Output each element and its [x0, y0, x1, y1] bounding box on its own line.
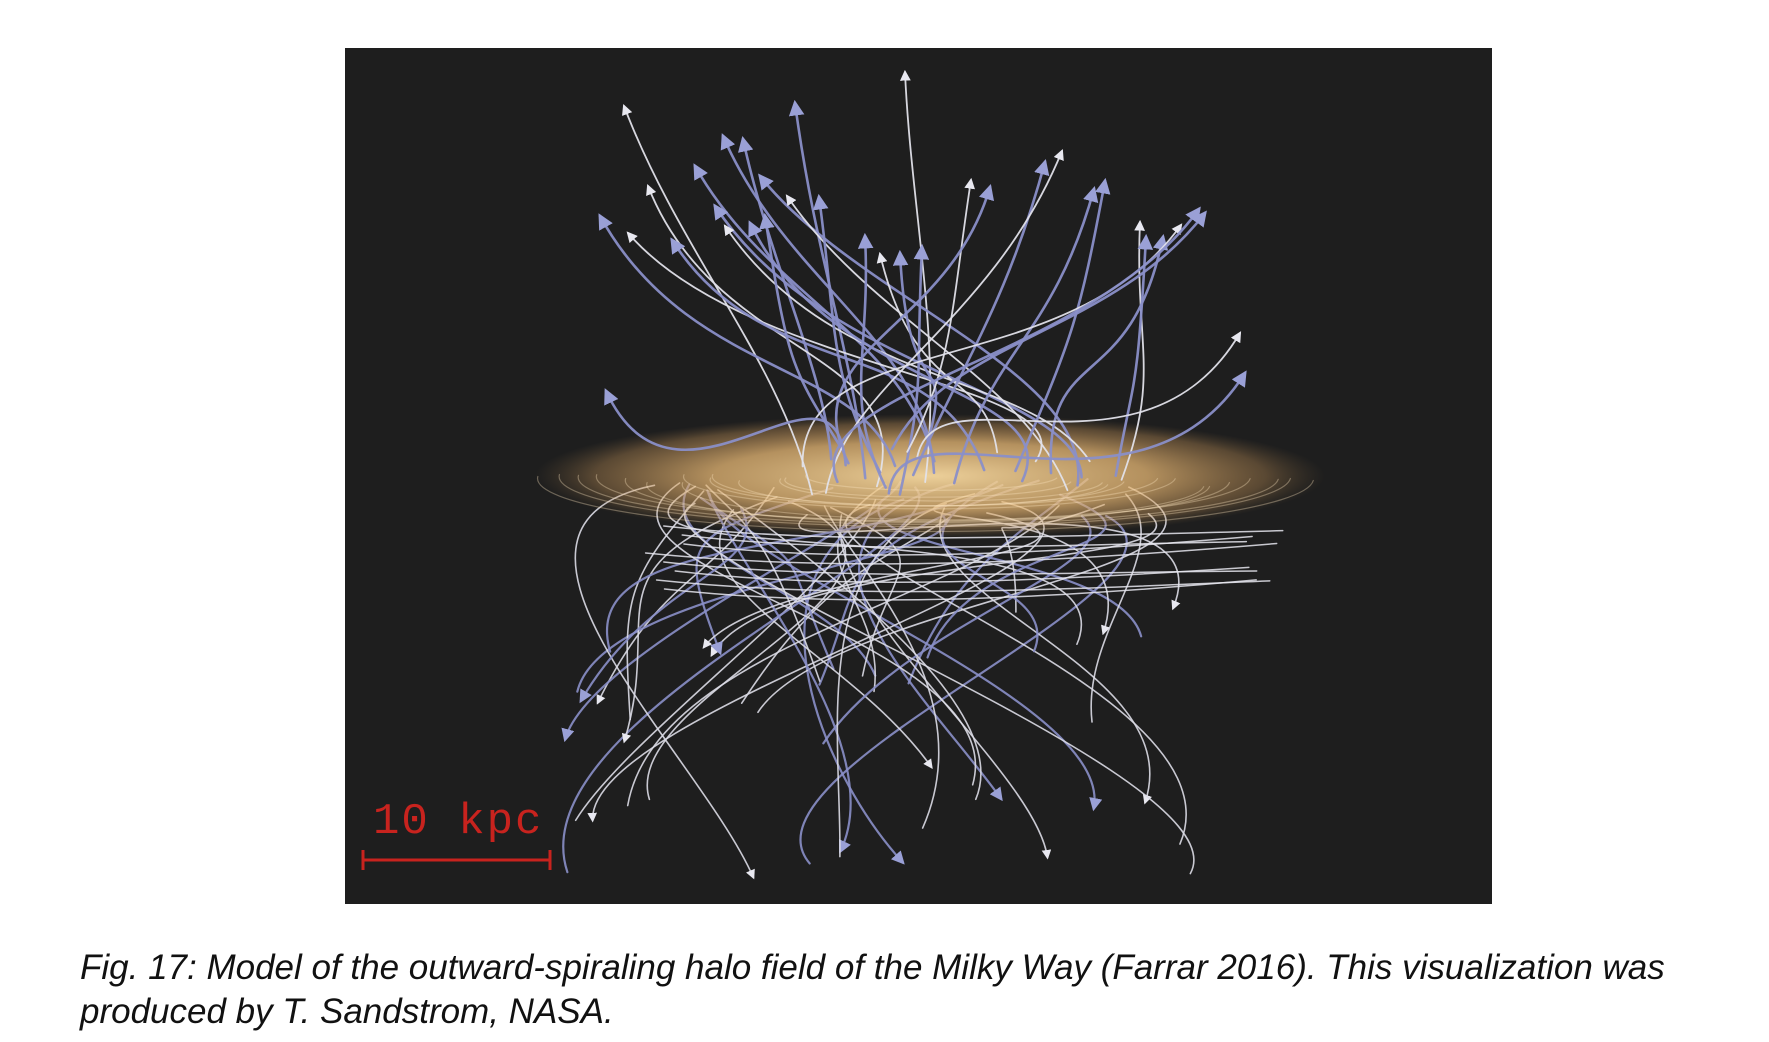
- field-line: [834, 184, 994, 465]
- field-line: [683, 535, 1253, 556]
- field-line: [595, 474, 1251, 522]
- field-line: [738, 480, 1109, 507]
- field-line: [898, 243, 930, 496]
- field-line: [626, 504, 1060, 807]
- field-line: [644, 542, 1278, 565]
- field-line: [1049, 233, 1169, 475]
- halo-field-visualization: 10 kpc: [345, 48, 1492, 904]
- caption-line-2: produced by T. Sandstrom, NASA.: [80, 992, 614, 1031]
- field-line: [663, 579, 1257, 601]
- scale-bar-label: 10 kpc: [373, 797, 544, 847]
- caption-line-1: Fig. 17: Model of the outward-spiraling …: [80, 948, 1665, 987]
- field-line: [759, 212, 844, 452]
- field-line: [876, 251, 999, 454]
- field-line: [682, 474, 1176, 510]
- field-line: [822, 515, 1092, 745]
- field-line: [624, 477, 1231, 523]
- field-line: [799, 514, 1128, 865]
- halo-field-graphic: [361, 69, 1325, 880]
- field-line: [626, 231, 1043, 463]
- field-line: [906, 177, 976, 453]
- field-line: [832, 206, 1201, 484]
- upper-field-lines: [598, 69, 1247, 496]
- field-line: [681, 482, 1205, 521]
- field-line: [709, 477, 1125, 507]
- field-line: [890, 210, 1207, 451]
- field-line: [916, 331, 1242, 459]
- field-line: [598, 213, 897, 468]
- field-line: [824, 148, 1064, 494]
- galactic-disk: [535, 414, 1325, 538]
- field-line: [718, 509, 933, 769]
- field-line: [839, 514, 1052, 860]
- field-line: [892, 249, 938, 450]
- field-line: [604, 388, 847, 467]
- field-line: [646, 481, 1211, 524]
- field-line: [784, 477, 1072, 498]
- scale-bar: [361, 850, 552, 870]
- field-line: [655, 579, 1271, 593]
- field-line: [887, 370, 1247, 495]
- field-line: [899, 69, 932, 483]
- field-line: [574, 484, 755, 880]
- field-line: [1114, 233, 1154, 478]
- field-line: [576, 513, 947, 693]
- field-line: [836, 502, 947, 858]
- field-line: [1014, 177, 1111, 473]
- field-line: [674, 566, 1250, 584]
- lower-field-lines: [561, 478, 1284, 880]
- field-line: [805, 473, 1058, 491]
- field-line: [536, 475, 1314, 533]
- field-line: [857, 232, 887, 489]
- field-line: [812, 193, 882, 474]
- field-line: [713, 203, 1083, 479]
- field-line: [1120, 219, 1146, 481]
- figure-caption: Fig. 17: Model of the outward-spiraling …: [80, 946, 1760, 1034]
- field-line: [711, 473, 1159, 507]
- field-line: [720, 133, 936, 475]
- disk-spiral-rings: [536, 473, 1314, 533]
- field-line: [587, 500, 1045, 823]
- field-line: [779, 478, 1103, 502]
- field-line: [577, 474, 1279, 525]
- field-line: [558, 473, 1291, 528]
